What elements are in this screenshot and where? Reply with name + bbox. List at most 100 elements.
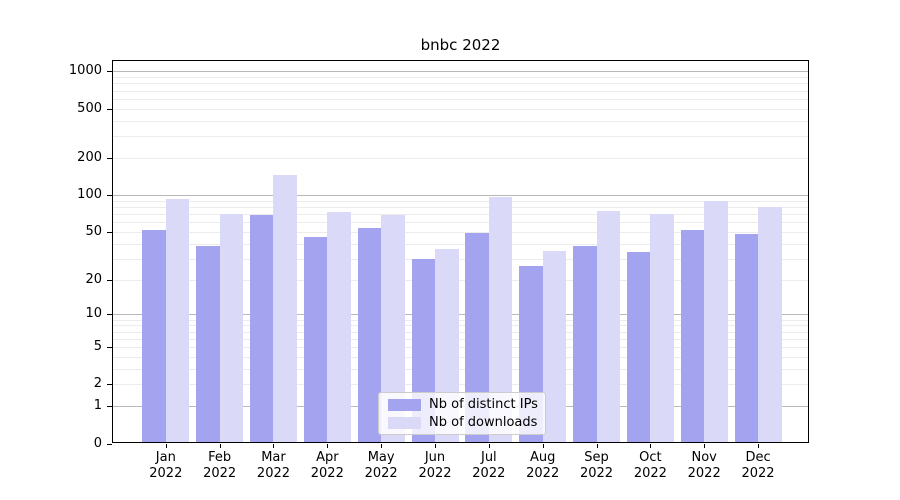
bar-nb-of-downloads-aug (542, 250, 567, 442)
legend: Nb of distinct IPs Nb of downloads (378, 392, 546, 435)
bar-nb-of-distinct-ips-mar (249, 215, 274, 442)
x-tick-label-sep: Sep 2022 (579, 450, 614, 481)
bar-nb-of-distinct-ips-jul (465, 232, 489, 442)
major-gridline (113, 314, 808, 316)
y-axis-tick (107, 157, 112, 159)
y-axis-tick (107, 194, 112, 196)
y-tick-label: 2 (93, 376, 102, 392)
minor-gridline (113, 279, 808, 281)
minor-gridline (113, 98, 808, 100)
x-tick-label-dec: Dec 2022 (741, 450, 775, 481)
bar-nb-of-downloads-jan (165, 199, 190, 442)
x-axis-tick (650, 444, 652, 448)
bar-nb-of-distinct-ips-dec (734, 233, 759, 442)
y-axis-tick (107, 443, 112, 445)
y-axis-tick (107, 347, 112, 348)
y-axis-tick (107, 108, 112, 110)
bar-nb-of-distinct-ips-jan (142, 229, 166, 442)
minor-gridline (113, 258, 808, 260)
minor-gridline (113, 319, 808, 321)
y-tick-label: 1000 (68, 63, 102, 79)
minor-gridline (113, 331, 808, 333)
minor-gridline (113, 136, 808, 138)
minor-gridline (113, 384, 808, 386)
minor-gridline (113, 213, 808, 215)
x-axis-tick (273, 444, 275, 448)
x-tick-label-oct: Oct 2022 (633, 450, 667, 481)
x-axis-tick (758, 444, 760, 448)
x-axis-tick (596, 444, 598, 448)
minor-gridline (113, 368, 808, 370)
bar-nb-of-downloads-mar (273, 175, 297, 442)
y-tick-label: 10 (85, 306, 102, 322)
x-axis-tick (488, 444, 490, 448)
minor-gridline (113, 157, 808, 159)
bar-nb-of-downloads-nov (704, 201, 728, 442)
x-tick-label-nov: Nov 2022 (687, 450, 721, 481)
minor-gridline (113, 222, 808, 224)
minor-gridline (113, 120, 808, 122)
minor-gridline (113, 347, 808, 348)
x-axis-tick (219, 444, 221, 448)
minor-gridline (113, 83, 808, 85)
bar-nb-of-downloads-oct (650, 213, 674, 442)
minor-gridline (113, 90, 808, 92)
x-tick-label-jul: Jul 2022 (472, 450, 506, 481)
y-axis-tick (107, 279, 112, 281)
bar-nb-of-distinct-ips-oct (626, 252, 651, 442)
minor-gridline (113, 338, 808, 340)
y-axis-tick (107, 71, 112, 73)
major-gridline (113, 194, 808, 196)
x-axis-tick (435, 444, 436, 448)
minor-gridline (113, 325, 808, 327)
x-axis-tick (542, 444, 544, 448)
legend-entry-distinct-ips: Nb of distinct IPs (379, 397, 545, 412)
x-axis-tick (327, 444, 329, 448)
legend-label-distinct-ips: Nb of distinct IPs (429, 397, 538, 412)
bar-nb-of-downloads-feb (219, 213, 244, 442)
y-axis-tick (107, 406, 112, 408)
legend-swatch-downloads (388, 416, 421, 429)
bar-nb-of-downloads-may (381, 215, 405, 442)
minor-gridline (113, 108, 808, 110)
y-tick-label: 500 (77, 100, 102, 116)
y-axis-tick (107, 384, 112, 386)
x-tick-label-jun: Jun 2022 (418, 450, 452, 481)
x-tick-label-aug: Aug 2022 (526, 450, 560, 481)
major-gridline (113, 71, 808, 73)
legend-label-downloads: Nb of downloads (429, 415, 538, 430)
x-axis-tick (381, 444, 383, 448)
x-tick-label-jan: Jan 2022 (149, 450, 183, 481)
chart-title: bnbc 2022 (420, 36, 501, 54)
minor-gridline (113, 77, 808, 79)
minor-gridline (113, 231, 808, 233)
y-tick-label: 100 (77, 186, 102, 202)
y-tick-label: 1 (93, 398, 102, 414)
y-axis-tick (107, 314, 112, 316)
bar-nb-of-downloads-sep (596, 210, 621, 442)
y-axis-tick (107, 231, 112, 233)
bar-nb-of-distinct-ips-may (357, 227, 382, 442)
plot-area (112, 60, 809, 443)
x-tick-label-apr: Apr 2022 (310, 450, 344, 481)
legend-entry-downloads: Nb of downloads (379, 415, 545, 430)
minor-gridline (113, 206, 808, 208)
y-tick-label: 0 (93, 435, 102, 451)
bar-nb-of-distinct-ips-apr (303, 237, 328, 442)
bar-nb-of-distinct-ips-nov (680, 229, 705, 442)
legend-swatch-distinct-ips (388, 398, 421, 411)
y-tick-label: 200 (77, 149, 102, 165)
minor-gridline (113, 356, 808, 358)
x-tick-label-may: May 2022 (364, 450, 398, 481)
bar-nb-of-downloads-dec (758, 206, 782, 442)
y-tick-label: 50 (85, 223, 102, 239)
bar-nb-of-distinct-ips-sep (573, 246, 597, 442)
y-tick-label: 20 (85, 271, 102, 287)
minor-gridline (113, 200, 808, 202)
bar-nb-of-distinct-ips-feb (196, 246, 220, 442)
bar-nb-of-downloads-jul (488, 197, 513, 442)
bar-nb-of-downloads-apr (327, 212, 351, 442)
x-axis-tick (165, 444, 167, 448)
x-tick-label-mar: Mar 2022 (256, 450, 291, 481)
